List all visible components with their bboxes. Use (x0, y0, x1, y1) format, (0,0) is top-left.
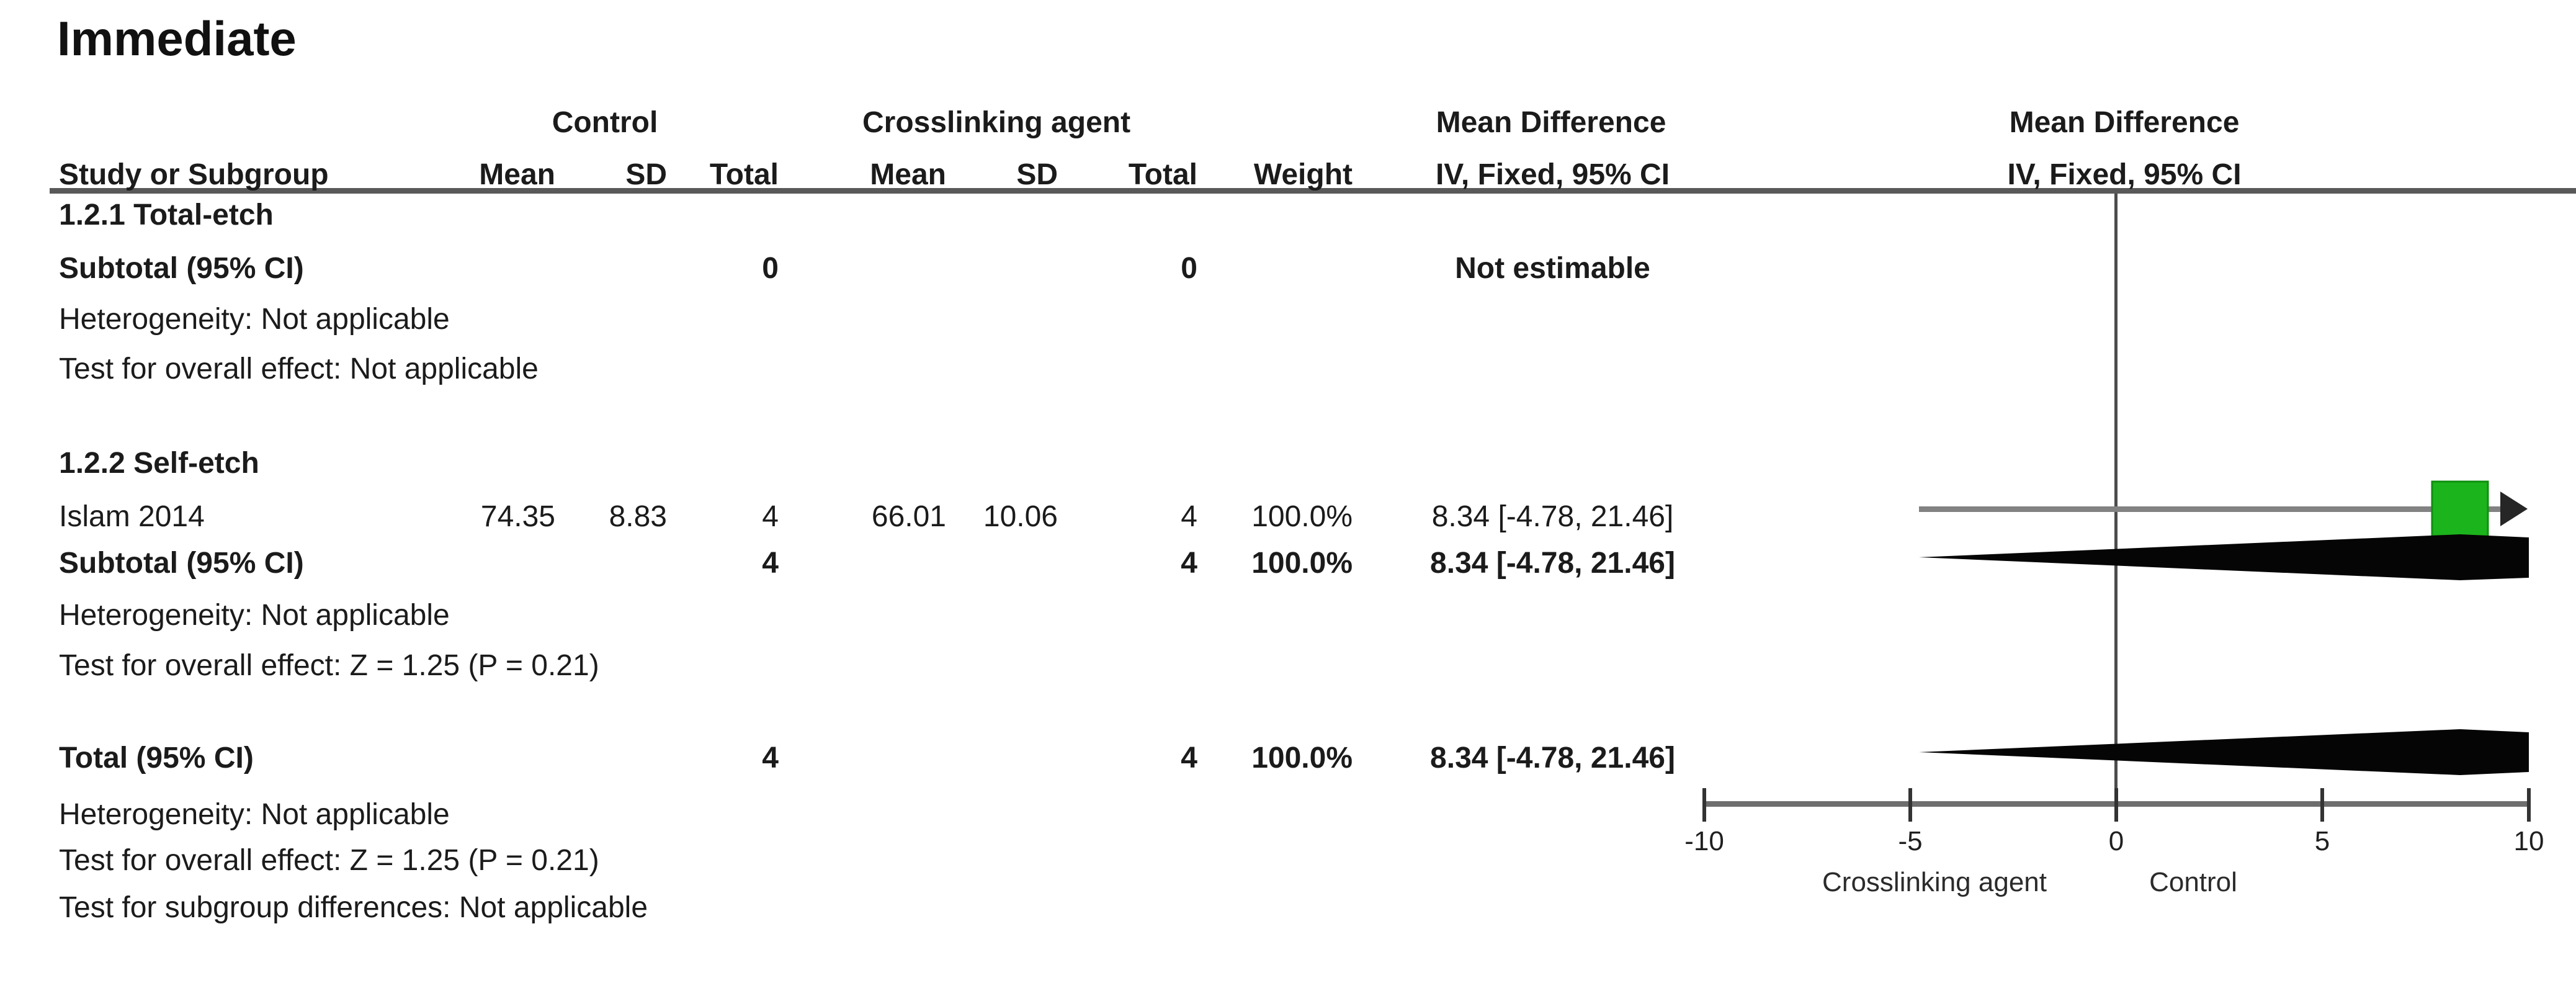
header-control-total: Total (709, 158, 779, 191)
header-rule (50, 188, 2576, 194)
x-tick-label-neg5: -5 (1898, 826, 1923, 856)
total-label: Total (95% CI) (59, 742, 254, 774)
tick-neg5 (1908, 788, 1912, 822)
column-group-control: Control (552, 106, 658, 139)
subgroup-1-control-total: 0 (762, 252, 779, 285)
study-control-sd: 8.83 (609, 500, 667, 533)
column-group-mean-difference-plot: Mean Difference (2009, 106, 2240, 139)
subgroup-1-ci-text: Not estimable (1455, 252, 1650, 285)
study-experimental-mean: 66.01 (871, 500, 946, 533)
total-diamond (1919, 729, 2529, 775)
header-experimental-total: Total (1128, 158, 1197, 191)
subgroup-2-experimental-total: 4 (1181, 547, 1197, 580)
subgroup-differences: Test for subgroup differences: Not appli… (59, 891, 648, 924)
subgroup-2-label: 1.2.2 Self-etch (59, 447, 259, 480)
column-group-crosslinking-agent: Crosslinking agent (862, 106, 1131, 139)
x-tick-label-10: 10 (2513, 826, 2544, 856)
header-experimental-mean: Mean (870, 158, 946, 191)
header-study-or-subgroup: Study or Subgroup (59, 158, 329, 191)
study-weight: 100.0% (1251, 500, 1353, 533)
header-control-sd: SD (625, 158, 667, 191)
axis-label-favours-control: Control (2149, 867, 2237, 897)
total-control-total: 4 (762, 742, 779, 774)
total-ci-text: 8.34 [-4.78, 21.46] (1430, 742, 1675, 774)
axis-label-favours-crosslinking-agent: Crosslinking agent (1822, 867, 2047, 897)
x-tick-label-neg10: -10 (1684, 826, 1724, 856)
study-ci-text: 8.34 [-4.78, 21.46] (1431, 500, 1674, 533)
subgroup-1-subtotal-label: Subtotal (95% CI) (59, 252, 304, 285)
tick-neg10 (1702, 788, 1706, 822)
total-experimental-total: 4 (1181, 742, 1197, 774)
total-overall-effect: Test for overall effect: Z = 1.25 (P = 0… (59, 844, 599, 877)
study-experimental-total: 4 (1181, 500, 1197, 533)
study-experimental-sd: 10.06 (983, 500, 1058, 533)
x-tick-label-0: 0 (2108, 826, 2124, 856)
subgroup-1-overall-effect: Test for overall effect: Not applicable (59, 352, 539, 385)
header-ci-text: IV, Fixed, 95% CI (1435, 158, 1670, 191)
column-group-mean-difference-text: Mean Difference (1436, 106, 1666, 139)
subgroup-1-heterogeneity: Heterogeneity: Not applicable (59, 303, 450, 336)
zero-line (2114, 194, 2118, 804)
total-weight: 100.0% (1251, 742, 1353, 774)
header-ci-plot: IV, Fixed, 95% CI (2007, 158, 2242, 191)
header-experimental-sd: SD (1016, 158, 1058, 191)
header-weight: Weight (1253, 158, 1353, 191)
study-marker-square (2431, 480, 2489, 537)
study-name: Islam 2014 (59, 500, 205, 533)
study-control-total: 4 (762, 500, 779, 533)
subgroup-2-control-total: 4 (762, 547, 779, 580)
study-control-mean: 74.35 (480, 500, 555, 533)
page-title: Immediate (57, 11, 297, 66)
subtotal-diamond (1919, 534, 2529, 580)
x-tick-label-5: 5 (2314, 826, 2330, 856)
subgroup-2-weight: 100.0% (1251, 547, 1353, 580)
subgroup-1-label: 1.2.1 Total-etch (59, 199, 274, 231)
study-ci-line (1919, 506, 2505, 512)
subgroup-2-subtotal-label: Subtotal (95% CI) (59, 547, 304, 580)
header-control-mean: Mean (479, 158, 555, 191)
subgroup-2-ci-text: 8.34 [-4.78, 21.46] (1430, 547, 1675, 580)
tick-10 (2527, 788, 2531, 822)
ci-overflow-arrow (2500, 492, 2528, 526)
total-heterogeneity: Heterogeneity: Not applicable (59, 798, 450, 831)
subgroup-2-overall-effect: Test for overall effect: Z = 1.25 (P = 0… (59, 649, 599, 682)
subgroup-1-experimental-total: 0 (1181, 252, 1197, 285)
tick-0 (2114, 788, 2118, 822)
tick-5 (2320, 788, 2324, 822)
subgroup-2-heterogeneity: Heterogeneity: Not applicable (59, 599, 450, 632)
